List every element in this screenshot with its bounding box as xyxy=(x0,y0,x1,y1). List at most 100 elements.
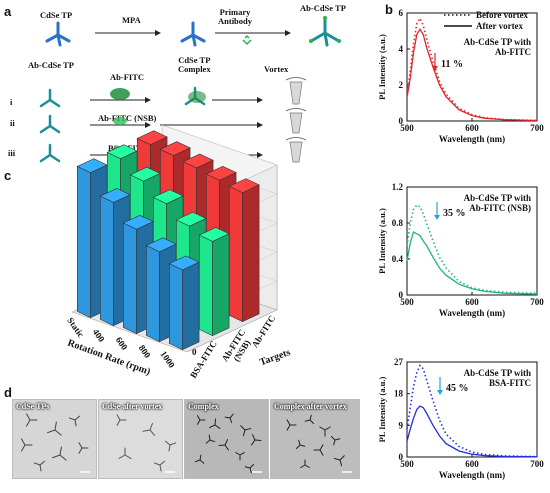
spectrum-chart-b-mid: 500 600 700 0 0.4 0.8 1.2 Wavelength (nm) PL Int… xyxy=(377,182,544,318)
tetrapod-particle xyxy=(142,422,155,436)
tetrapod-particle xyxy=(205,434,216,444)
reagent-ab-fitc-nsb: Ab-FITC (NSB) xyxy=(98,113,157,123)
bar-top xyxy=(228,178,260,193)
bar-top xyxy=(145,237,177,253)
tetrapod-particle xyxy=(116,414,127,426)
mpa-tetrapod-icon xyxy=(180,21,206,47)
tetrapod-particle xyxy=(330,435,341,446)
tetrapod-particle xyxy=(224,413,234,424)
bar-ab-fitc-1000 xyxy=(228,178,260,323)
percent-label: 35 % xyxy=(443,208,466,219)
tetrapod-particle xyxy=(295,439,306,450)
tetrapod-particle xyxy=(51,446,67,461)
x-tick-label: 500 xyxy=(400,123,414,133)
tetrapod-particle xyxy=(304,414,315,425)
tetrapod-particle xyxy=(218,439,229,451)
bar-top xyxy=(205,165,237,181)
y-tick-label: 0 xyxy=(399,116,404,126)
tetrapod-particle xyxy=(197,415,206,425)
label-ab-cdse-tp: Ab-CdSe TP xyxy=(300,3,346,13)
tetrapod-particle xyxy=(118,447,132,460)
bar-top xyxy=(159,141,191,156)
y-tick-label: 0.4 xyxy=(392,254,404,264)
bar-top xyxy=(122,214,154,230)
y-tick-label: 27 xyxy=(394,357,404,367)
x-tick-label: 500 xyxy=(400,459,414,469)
bar-top xyxy=(99,188,131,203)
bar-top xyxy=(129,166,161,182)
y-axis-label: PL Intensity (a.u.) xyxy=(377,377,387,443)
bar-top xyxy=(106,144,138,159)
x-tick-label: 700 xyxy=(530,123,544,133)
ab-tetrapod-icon xyxy=(311,18,339,47)
panel-letter-d: d xyxy=(4,385,12,400)
y-tick-label: 6 xyxy=(399,8,404,18)
micrograph-label: Complex xyxy=(188,402,219,411)
spectrum-chart-b-bot: 500 600 700 0 9 18 27 Wavelength (nm) PL Intensi… xyxy=(377,357,544,480)
tetrapod-particle xyxy=(300,459,310,468)
x-tick-label: 700 xyxy=(530,459,544,469)
tetrapod-particle xyxy=(333,455,345,467)
tetrapod-particle xyxy=(240,425,252,437)
y-tick-label: 9 xyxy=(399,420,404,430)
series-line-solid xyxy=(406,405,538,458)
tetrapod-particle xyxy=(244,463,255,474)
bar-top xyxy=(152,189,184,204)
x-tick-label: 600 xyxy=(465,297,479,307)
tetrapod-particle xyxy=(153,460,166,472)
label-primary-antibody: Primary Antibody xyxy=(218,7,253,26)
bar-top xyxy=(168,255,200,271)
tetrapod-particle xyxy=(251,434,262,446)
micrograph-4: Complex after vortex xyxy=(270,399,360,479)
bar-ab-fitc-nsb--1000 xyxy=(198,227,230,337)
percent-label: 45 % xyxy=(446,383,469,394)
tetrapod-particle xyxy=(164,440,177,452)
tetrapod-particle xyxy=(194,454,205,464)
tetrapod-particle xyxy=(286,419,297,431)
tetrapod-particle xyxy=(313,444,324,456)
tetrapod-particle xyxy=(319,426,331,437)
y-tick-label: 18 xyxy=(394,389,404,399)
x-tick-label: 700 xyxy=(530,297,544,307)
tetrapod-particle xyxy=(78,442,89,454)
tetrapod-particle xyxy=(26,413,38,427)
panel-letter-b: b xyxy=(385,2,393,17)
label-row-ab-cdse: Ab-CdSe TP xyxy=(28,60,74,70)
y-tick-label: 0 xyxy=(399,452,404,462)
chart-title: Ab-CdSe TP with Ab-FITC xyxy=(464,37,531,57)
bar-top xyxy=(136,130,168,145)
label-cdse-tp: CdSe TP xyxy=(40,10,73,20)
micrograph-label: CdSe after vortex xyxy=(102,402,163,411)
label-mpa: MPA xyxy=(122,15,141,25)
x-tick-label: 600 xyxy=(465,123,479,133)
panel-letter-a: a xyxy=(4,4,12,19)
x-axis-label: Wavelength (nm) xyxy=(439,134,505,144)
x-tick-label: 500 xyxy=(400,297,414,307)
y-tick-label: 0 xyxy=(399,290,404,300)
roman-ii: ii xyxy=(10,118,15,128)
tetrapod-particle xyxy=(47,421,62,436)
y-axis-label: PL Intensity (a.u.) xyxy=(377,208,387,274)
arrow-head-icon xyxy=(432,66,438,71)
bar-bsa-fitc-1000 xyxy=(168,255,200,351)
vortex-tube-icon xyxy=(289,81,303,163)
x-axis-label: Wavelength (nm) xyxy=(439,470,505,480)
x-axis-label: Wavelength (nm) xyxy=(439,308,505,318)
y-tick-label: 0.8 xyxy=(392,218,404,228)
micrograph-label: Complex after vortex xyxy=(274,402,347,411)
roman-iii: iii xyxy=(8,148,16,158)
arrow-head-icon xyxy=(434,215,440,220)
micrograph-label: CdSe TPs xyxy=(16,402,50,411)
micrograph-1: CdSe TPs xyxy=(12,399,97,479)
tetrapod-particle xyxy=(33,460,46,472)
legend-label: Before vortex xyxy=(476,10,529,20)
legend-label: After vortex xyxy=(476,21,524,31)
antibody-icon xyxy=(242,34,252,46)
reagent-ab-fitc: Ab-FITC xyxy=(110,72,145,82)
micrograph-2: CdSe after vortex xyxy=(98,399,183,479)
chart-title: Ab-CdSe TP with Ab-FITC (NSB) xyxy=(464,193,531,213)
percent-label: 11 % xyxy=(441,59,463,70)
z-tick-label: 0 xyxy=(192,347,197,357)
